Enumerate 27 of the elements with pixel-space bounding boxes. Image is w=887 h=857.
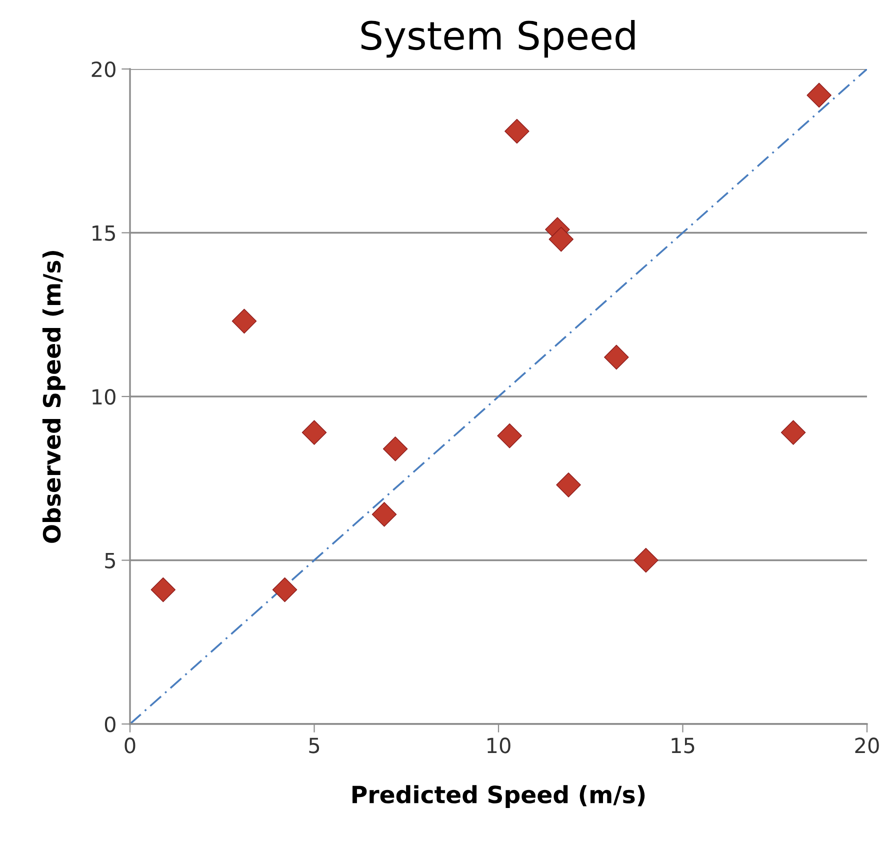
point (150, 577, 176, 602)
point (302, 420, 327, 445)
point (556, 472, 581, 498)
point (497, 423, 522, 448)
point (604, 344, 629, 370)
x-tick-label: 15 (672, 738, 694, 754)
point (372, 502, 397, 527)
y-tick-label: 5 (105, 552, 115, 568)
point (634, 548, 658, 573)
point (780, 420, 806, 445)
x-tick-label: 5 (309, 738, 320, 754)
point (548, 226, 574, 252)
chart-title: System Speed (361, 20, 635, 58)
y-tick-label: 0 (104, 716, 116, 732)
point (272, 577, 298, 602)
point (232, 308, 257, 334)
x-tick-label: 0 (124, 738, 136, 754)
point (806, 82, 832, 108)
point (382, 436, 408, 462)
y-tick-label: 10 (92, 388, 116, 405)
y-axis-title: Observed Speed (m/s) (42, 250, 66, 543)
point (504, 118, 530, 144)
x-tick-label: 20 (855, 738, 879, 754)
x-tick-label: 10 (488, 738, 510, 754)
y-tick-label: 15 (92, 225, 115, 241)
y-tick-label: 20 (92, 61, 116, 78)
x-axis-title: Predicted Speed (m/s) (352, 785, 645, 808)
